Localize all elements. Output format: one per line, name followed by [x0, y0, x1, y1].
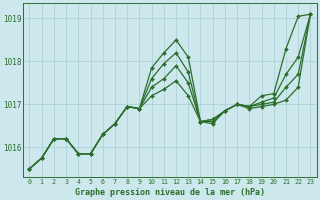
X-axis label: Graphe pression niveau de la mer (hPa): Graphe pression niveau de la mer (hPa) — [75, 188, 265, 197]
